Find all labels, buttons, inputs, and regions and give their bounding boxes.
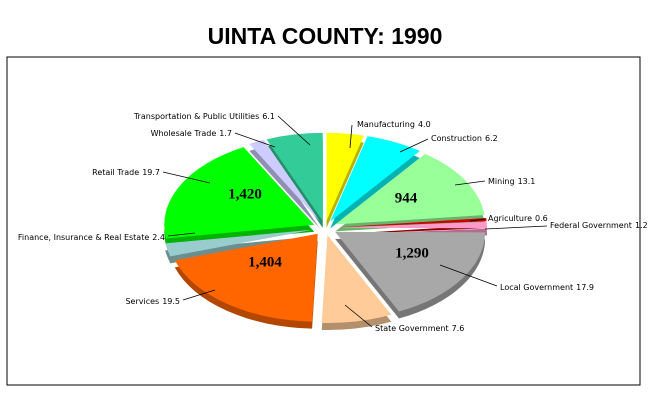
slice-label: Local Government 17.9 [500, 283, 594, 292]
slice-label: Mining 13.1 [488, 177, 535, 186]
slice [326, 132, 364, 221]
leader-line [167, 232, 196, 237]
count-label: 1,404 [248, 254, 282, 270]
value-label: 19.7 [142, 168, 160, 177]
category-name: Construction [431, 134, 482, 143]
value-label: 2.4 [152, 233, 165, 242]
leader-line [399, 138, 429, 153]
slice-label: Wholesale Trade 1.7 [151, 129, 232, 138]
slice-label: Construction 6.2 [431, 134, 498, 143]
leader-line [454, 180, 486, 186]
value-label: 19.5 [162, 297, 180, 306]
plot-frame [6, 56, 641, 386]
leader-line [484, 225, 548, 230]
chart-title: UINTA COUNTY: 1990 [208, 23, 443, 49]
slice-label: Services 19.5 [125, 297, 180, 306]
value-label: 6.1 [262, 112, 275, 121]
slice [336, 221, 487, 229]
value-label: 7.6 [452, 324, 465, 333]
value-label: 17.9 [576, 283, 594, 292]
leader-line [349, 124, 353, 149]
value-label: 13.1 [518, 177, 536, 186]
slice [249, 139, 320, 222]
category-name: Federal Government [550, 221, 632, 230]
slice [335, 231, 486, 312]
count-label: 944 [395, 190, 418, 206]
count-label: 1,420 [228, 186, 262, 202]
leader-line [469, 218, 486, 222]
category-name: Wholesale Trade [151, 129, 217, 138]
value-label: 1.7 [219, 129, 232, 138]
slice-label: Federal Government 1.2 [550, 221, 648, 230]
slice-label: Retail Trade 19.7 [92, 168, 160, 177]
leader-line [439, 264, 498, 287]
category-name: Agriculture [488, 214, 532, 223]
leader-line [162, 171, 211, 184]
slice-label: State Government 7.6 [375, 324, 464, 333]
leader-line [182, 289, 216, 301]
slice-label: Manufacturing 4.0 [357, 120, 431, 129]
slice [165, 229, 314, 257]
leader-line [277, 115, 311, 146]
category-name: Retail Trade [92, 168, 139, 177]
slice-label: Transportation & Public Utilities 6.1 [133, 112, 275, 121]
leader-line [234, 132, 276, 148]
slice [164, 147, 315, 239]
category-name: Local Government [500, 283, 573, 292]
slice [174, 233, 318, 322]
category-name: Finance, Insurance & Real Estate [18, 233, 149, 242]
category-name: Manufacturing [357, 120, 415, 129]
slice [321, 235, 392, 324]
value-label: 1.2 [635, 221, 648, 230]
category-name: Transportation & Public Utilities [133, 112, 259, 121]
value-label: 6.2 [485, 134, 498, 143]
count-label: 1,290 [395, 245, 429, 261]
slice [335, 153, 485, 225]
category-name: State Government [375, 324, 449, 333]
slice-label: Agriculture 0.6 [488, 214, 548, 223]
slice-label: Finance, Insurance & Real Estate 2.4 [18, 233, 165, 242]
slice [336, 217, 487, 228]
slice-side [249, 146, 320, 229]
value-label: 4.0 [418, 120, 431, 129]
value-label: 0.6 [535, 214, 548, 223]
category-name: Mining [488, 177, 515, 186]
category-name: Services [125, 297, 159, 306]
leader-line [344, 304, 373, 328]
slice [330, 136, 420, 222]
slice [266, 132, 323, 221]
